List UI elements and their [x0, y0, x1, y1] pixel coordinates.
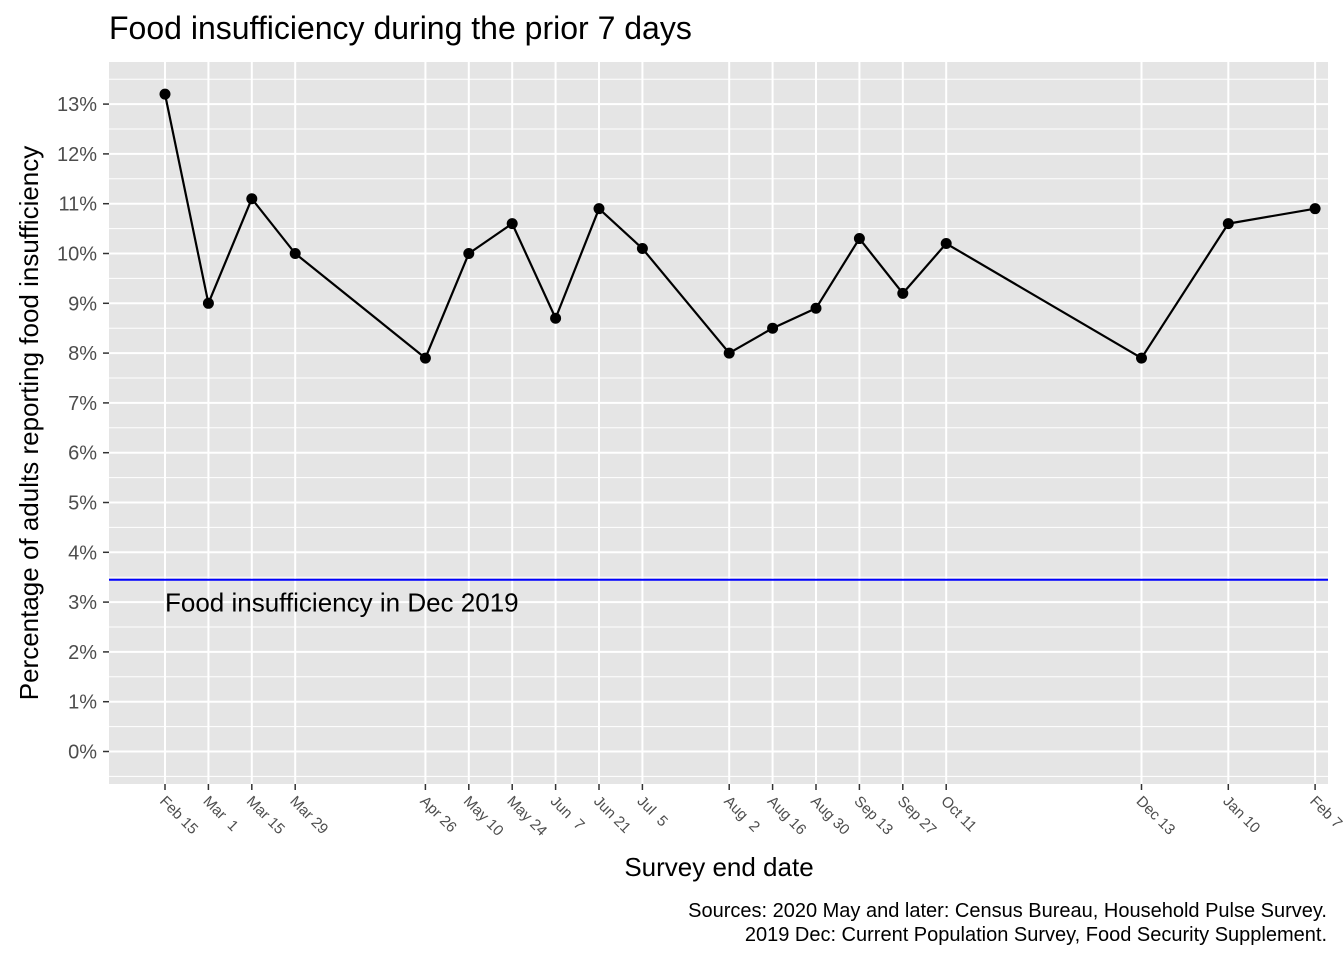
x-tick-label: Sep 27: [894, 793, 940, 839]
x-tick-label: Aug 16: [764, 793, 810, 839]
data-point: [419, 352, 431, 364]
x-tick-label: Oct 11: [937, 793, 979, 835]
x-tick-label: Jun 21: [590, 793, 634, 837]
reference-line-label: Food insufficiency in Dec 2019: [165, 588, 519, 618]
x-tick-label: Mar 29: [286, 793, 331, 838]
x-tick-label: Jun 7: [547, 793, 588, 834]
y-tick-label: 13%: [57, 94, 97, 116]
data-point: [853, 233, 865, 245]
data-point: [767, 322, 779, 334]
y-tick-label: 7%: [68, 393, 97, 415]
y-tick-label: 6%: [68, 443, 97, 465]
plot-panel: [109, 62, 1328, 784]
chart-title: Food insufficiency during the prior 7 da…: [109, 10, 692, 46]
data-point: [1222, 218, 1234, 230]
major-gridlines: [109, 62, 1328, 784]
y-axis-title: Percentage of adults reporting food insu…: [14, 146, 44, 701]
data-point: [636, 243, 648, 255]
x-tick-label: Jan 10: [1219, 793, 1263, 837]
x-tick-label: Jul 5: [634, 793, 671, 830]
data-point: [550, 312, 562, 324]
data-point: [810, 302, 822, 314]
y-tick-label: 12%: [57, 144, 97, 166]
caption-line-2: 2019 Dec: Current Population Survey, Foo…: [745, 924, 1327, 946]
series-group: [159, 88, 1321, 364]
data-point: [723, 347, 735, 359]
data-point: [159, 88, 171, 100]
y-tick-label: 4%: [68, 542, 97, 564]
y-tick-label: 8%: [68, 343, 97, 365]
data-point: [1309, 203, 1321, 215]
data-point: [463, 248, 475, 259]
x-tick-label: May 10: [460, 793, 507, 840]
x-tick-label: May 24: [503, 793, 550, 840]
data-point: [940, 238, 952, 250]
y-tick-label: 9%: [68, 293, 97, 315]
y-tick-label: 5%: [68, 493, 97, 515]
y-tick-label: 2%: [68, 642, 97, 664]
data-point: [593, 203, 605, 215]
x-tick-label: Dec 13: [1133, 793, 1179, 839]
y-tick-label: 3%: [68, 592, 97, 614]
y-tick-label: 1%: [68, 692, 97, 714]
y-tick-label: 11%: [58, 194, 97, 216]
x-tick-label: Apr 26: [417, 793, 460, 836]
data-point: [1136, 352, 1147, 364]
data-point: [246, 193, 258, 205]
x-tick-label: Feb 7: [1306, 793, 1344, 832]
data-point: [289, 248, 301, 259]
data-point: [897, 287, 909, 299]
x-axis-title: Survey end date: [624, 852, 813, 882]
reference-line-group: Food insufficiency in Dec 2019: [109, 578, 1328, 618]
y-tick-label: 0%: [68, 742, 97, 764]
x-tick-label: Aug 2: [720, 793, 763, 836]
data-point: [202, 297, 214, 309]
x-tick-label: Aug 30: [807, 793, 853, 839]
caption-line-1: Sources: 2020 May and later: Census Bure…: [688, 900, 1327, 922]
minor-gridlines: [109, 78, 1328, 777]
data-point: [506, 218, 518, 230]
x-tick-label: Mar 15: [243, 793, 288, 838]
x-tick-label: Mar 1: [200, 793, 242, 835]
x-tick-label: Sep 13: [851, 793, 897, 839]
y-tick-label: 10%: [57, 244, 97, 266]
x-tick-label: Feb 15: [156, 793, 201, 838]
y-axis-ticks: 0% 1% 2% 3% 4% 5% 6% 7% 8% 9% 10% 11% 12% 13%: [57, 94, 109, 764]
